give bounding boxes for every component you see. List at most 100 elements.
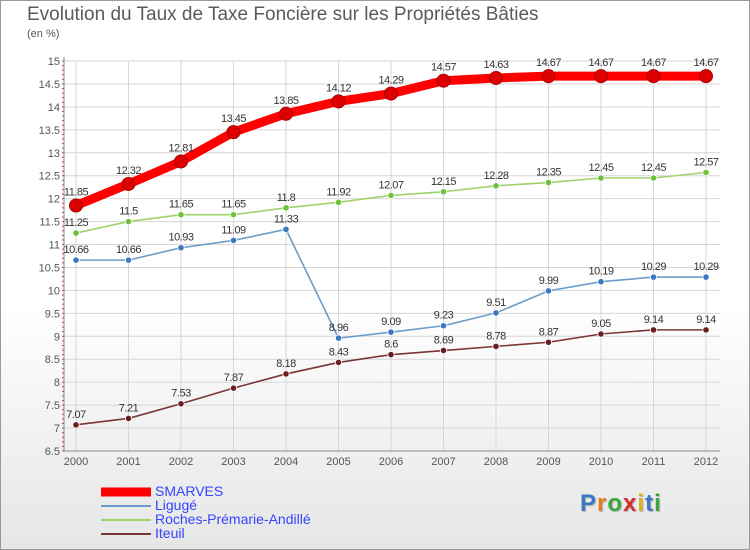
data-label-liguge: 9.09 [381,316,401,328]
data-point-smarves [226,125,241,140]
data-label-iteuil: 8.87 [539,326,559,338]
data-label-smarves: 14.63 [483,59,508,71]
data-point-smarves [279,106,293,121]
data-point-smarves [69,198,83,213]
data-label-roches-premarie-andille: 12.45 [588,162,613,174]
data-point-liguge [124,256,133,264]
data-point-iteuil [229,384,238,392]
data-point-roches-premarie-andille [387,191,395,200]
data-label-roches-premarie-andille: 12.35 [536,167,561,179]
x-tick-label: 2006 [379,456,403,468]
data-point-iteuil [649,326,658,334]
logo-letter: t [645,490,655,517]
data-label-smarves: 14.57 [431,62,456,74]
data-point-liguge [282,225,290,233]
legend-swatch-iteuil [101,533,151,535]
x-tick-label: 2009 [536,456,560,468]
data-point-iteuil [124,414,133,423]
y-tick-label: 7.5 [45,400,60,412]
data-label-roches-premarie-andille: 11.5 [119,206,138,218]
logo-letter: o [607,490,624,517]
x-tick-label: 2008 [484,456,508,468]
data-label-roches-premarie-andille: 11.25 [64,217,89,229]
data-label-iteuil: 9.14 [644,314,664,326]
data-point-smarves [121,176,136,191]
x-tick-label: 2004 [274,456,298,468]
y-tick-label: 7 [54,423,60,435]
data-point-roches-premarie-andille [229,211,238,219]
data-point-smarves [489,70,503,85]
data-point-liguge [177,244,185,252]
legend-label-roches-premarie-andille: Roches-Prémarie-Andillé [155,511,311,527]
data-label-smarves: 13.45 [221,113,246,125]
data-label-liguge: 10.66 [116,244,141,256]
data-label-liguge: 10.29 [641,261,666,273]
legend-label-smarves: SMARVES [155,483,224,499]
grid-layer [64,60,720,452]
y-tick-label: 11 [49,240,60,252]
data-point-liguge [387,328,395,336]
chart-title: Evolution du Taux de Taxe Foncière sur l… [27,4,539,25]
data-point-roches-premarie-andille [544,178,553,187]
y-tick-label: 8 [54,377,60,389]
y-tick-label: 13.5 [39,125,60,137]
proxiti-logo: Proxiti [580,490,662,518]
logo-letter: i [637,490,646,517]
logo-letter: P [580,490,598,517]
data-label-liguge: 10.19 [588,266,613,278]
data-label-iteuil: 7.07 [66,409,86,421]
axis-layer: 6.577.588.599.51010.51111.51212.51313.51… [39,56,720,468]
data-label-liguge: 9.51 [486,297,506,309]
data-point-roches-premarie-andille [177,211,185,219]
data-label-roches-premarie-andille: 12.57 [693,156,718,168]
data-label-liguge: 11.09 [221,224,246,236]
legend-swatch-smarves [101,487,151,497]
data-label-roches-premarie-andille: 12.45 [641,162,666,174]
data-label-roches-premarie-andille: 11.65 [169,199,194,211]
legend-swatch-roches-premarie-andille [101,519,151,521]
data-point-smarves [646,69,661,84]
x-tick-label: 2001 [116,456,140,468]
logo-letter: r [597,490,608,517]
data-point-liguge [439,322,448,330]
data-label-smarves: 14.12 [326,82,351,94]
data-label-liguge: 11.33 [274,213,299,225]
data-label-iteuil: 8.6 [384,339,398,351]
data-point-roches-premarie-andille [334,198,343,206]
y-tick-label: 6.5 [45,446,60,458]
data-point-liguge [649,273,658,281]
data-label-liguge: 8.96 [329,322,349,334]
x-tick-label: 2007 [431,456,455,468]
x-tick-label: 2012 [694,456,718,468]
data-point-liguge [597,278,605,286]
data-label-liguge: 10.66 [63,244,88,256]
data-point-iteuil [387,351,395,359]
logo-letter: i [654,490,662,517]
legend-swatch-liguge [101,505,151,507]
data-label-smarves: 14.67 [588,57,613,69]
data-point-iteuil [702,326,710,334]
y-tick-label: 13 [48,148,60,160]
chart-unit-label: (en %) [27,28,60,40]
data-label-roches-premarie-andille: 12.28 [483,170,508,182]
y-tick-label: 14 [48,102,60,114]
data-label-iteuil: 8.43 [329,346,349,358]
data-point-liguge [229,236,238,244]
data-point-roches-premarie-andille [124,217,133,226]
x-tick-label: 2011 [642,456,666,468]
data-point-roches-premarie-andille [702,168,710,177]
data-point-smarves [436,73,451,88]
data-point-roches-premarie-andille [649,174,658,182]
data-point-roches-premarie-andille [597,174,605,182]
data-point-iteuil [177,400,185,408]
data-label-layer: 10.66 10.66 10.93 11.09 11.33 8.96 9.09 9.23 9.5… [63,57,719,421]
y-tick-label: 10 [48,285,60,297]
data-label-iteuil: 9.14 [696,314,716,326]
data-point-smarves [331,94,346,109]
data-label-smarves: 14.29 [378,75,403,87]
data-label-iteuil: 9.05 [591,318,611,330]
legend-label-liguge: Ligugé [155,497,198,513]
data-label-smarves: 11.85 [64,187,89,199]
data-label-roches-premarie-andille: 11.65 [221,199,246,211]
